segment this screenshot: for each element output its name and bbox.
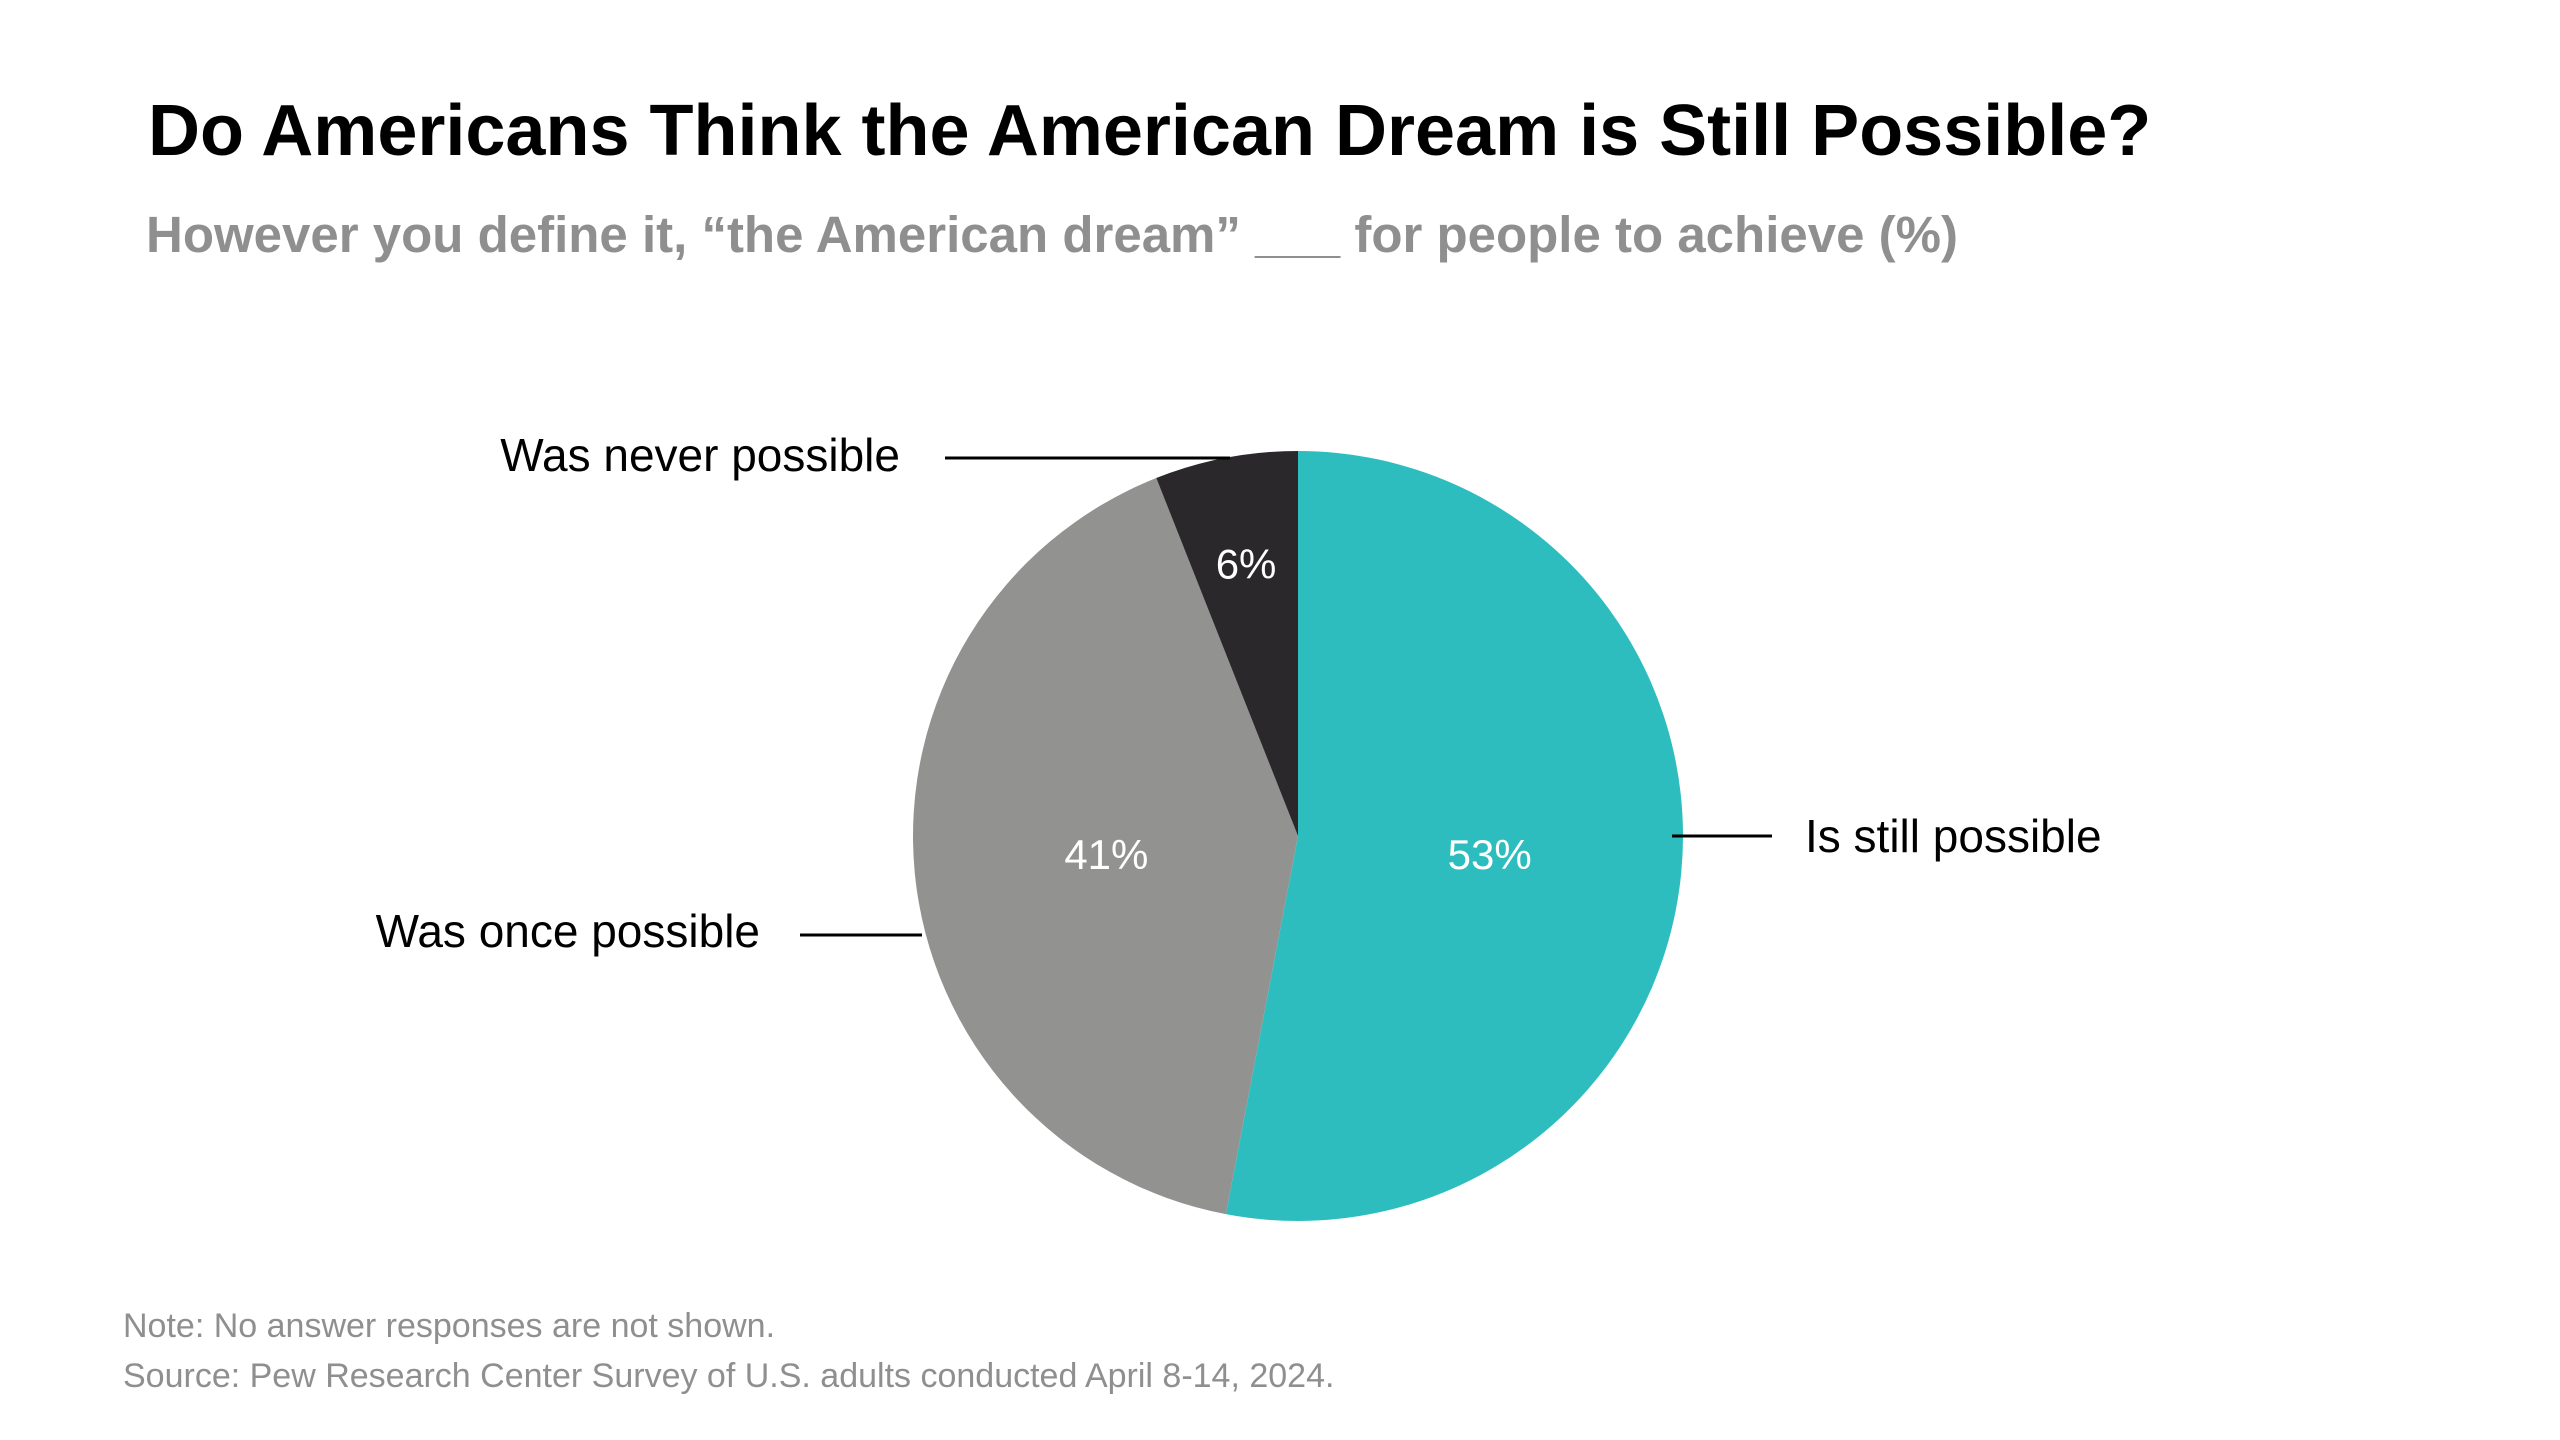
- callout-label-once: Was once possible: [376, 905, 760, 957]
- pie-slices: [913, 451, 1684, 1221]
- pie-slice-labels: 53% 41% 6%: [1064, 541, 1531, 878]
- chart-subtitle: However you define it, “the American dre…: [146, 206, 1958, 263]
- pie-slice-value-once: 41%: [1064, 831, 1148, 878]
- pie-slice-still: [1225, 451, 1684, 1221]
- pie-slice-value-still: 53%: [1448, 831, 1532, 878]
- callout-label-never: Was never possible: [500, 429, 900, 481]
- pie-slice-never: [1156, 451, 1298, 836]
- chart-source: Source: Pew Research Center Survey of U.…: [123, 1357, 1335, 1395]
- pie-slice-once: [913, 478, 1298, 1215]
- pie-slice-value-never: 6%: [1216, 541, 1277, 588]
- chart-title: Do Americans Think the American Dream is…: [148, 91, 2152, 171]
- callout-label-still: Is still possible: [1805, 810, 2102, 862]
- chart-note: Note: No answer responses are not shown.: [123, 1307, 776, 1345]
